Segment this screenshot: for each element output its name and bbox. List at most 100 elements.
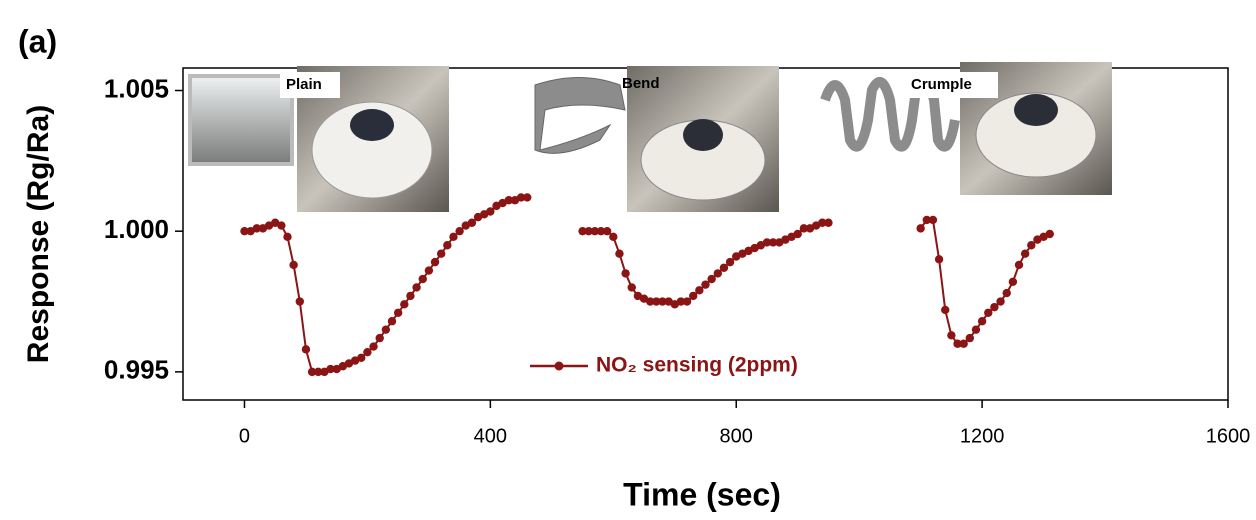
data-point bbox=[412, 283, 421, 292]
data-point bbox=[277, 221, 286, 230]
data-point bbox=[240, 226, 249, 236]
series-line bbox=[244, 196, 1051, 373]
data-point bbox=[719, 263, 729, 272]
data-point bbox=[762, 238, 772, 247]
data-point bbox=[953, 339, 962, 348]
data-point bbox=[307, 367, 317, 377]
data-point bbox=[443, 241, 452, 250]
annotation: Plain bbox=[286, 76, 322, 93]
legend-marker bbox=[554, 361, 564, 371]
data-point bbox=[965, 333, 975, 343]
inset-plain bbox=[188, 66, 449, 212]
data-point bbox=[455, 226, 464, 236]
y-tick-label: 1.000 bbox=[104, 214, 169, 244]
data-point bbox=[818, 218, 827, 227]
data-point bbox=[418, 274, 427, 284]
data-point bbox=[609, 232, 618, 242]
label-bg bbox=[906, 72, 998, 98]
data-point bbox=[990, 302, 999, 312]
data-point bbox=[314, 367, 323, 377]
data-point bbox=[400, 300, 409, 309]
data-point bbox=[289, 260, 298, 270]
data-point bbox=[301, 345, 311, 354]
data-point bbox=[947, 331, 956, 340]
legend-label: NO₂ sensing (2ppm) bbox=[596, 354, 798, 377]
x-tick-label: 0 bbox=[239, 425, 250, 447]
data-point bbox=[701, 280, 710, 289]
panel-label: (a) bbox=[18, 23, 57, 59]
data-point bbox=[596, 226, 606, 236]
x-tick-label: 400 bbox=[474, 425, 507, 447]
data-point bbox=[959, 339, 968, 348]
data-point bbox=[1008, 277, 1018, 287]
data-point bbox=[695, 286, 704, 295]
annotation: Bend bbox=[622, 75, 660, 92]
y-tick-label: 1.005 bbox=[104, 73, 169, 103]
x-axis-title: Time (sec) bbox=[623, 476, 781, 512]
y-axis-title: Response (Rg/Ra) bbox=[22, 105, 55, 363]
data-point bbox=[707, 274, 716, 284]
data-point bbox=[363, 347, 372, 357]
data-point bbox=[357, 353, 366, 362]
data-point bbox=[430, 257, 440, 267]
data-point bbox=[984, 308, 993, 317]
data-point bbox=[283, 232, 292, 242]
data-point bbox=[449, 232, 458, 242]
data-point bbox=[689, 291, 698, 301]
data-point bbox=[977, 317, 987, 326]
data-point bbox=[928, 215, 938, 225]
data-point bbox=[1020, 249, 1030, 258]
data-point bbox=[393, 308, 403, 317]
data-point bbox=[996, 297, 1005, 306]
data-point bbox=[578, 226, 587, 236]
data-point bbox=[916, 224, 925, 233]
data-point bbox=[523, 193, 532, 202]
data-point bbox=[922, 215, 931, 225]
x-tick-label: 800 bbox=[720, 425, 753, 447]
data-point bbox=[584, 226, 593, 236]
data-point bbox=[713, 269, 722, 278]
data-point bbox=[486, 207, 495, 216]
data-point bbox=[424, 266, 434, 275]
data-point bbox=[326, 364, 335, 374]
y-tick-label: 0.995 bbox=[104, 355, 169, 385]
data-point bbox=[375, 333, 384, 343]
data-point bbox=[295, 297, 304, 306]
data-point bbox=[436, 249, 446, 258]
inset-bend bbox=[534, 66, 779, 212]
data-point bbox=[971, 325, 981, 334]
data-point bbox=[504, 196, 513, 205]
data-point bbox=[615, 249, 624, 258]
data-point bbox=[725, 257, 735, 267]
data-point bbox=[824, 218, 833, 227]
data-point bbox=[1002, 288, 1011, 298]
annotation: Crumple bbox=[911, 76, 972, 93]
data-point bbox=[1045, 229, 1054, 239]
data-point bbox=[652, 297, 661, 306]
data-point bbox=[627, 283, 636, 292]
data-point bbox=[406, 291, 415, 301]
data-point bbox=[682, 297, 692, 306]
data-point bbox=[768, 238, 778, 247]
data-point bbox=[516, 193, 526, 202]
data-point bbox=[645, 297, 655, 306]
data-point bbox=[602, 226, 612, 236]
data-point bbox=[793, 229, 802, 239]
data-point bbox=[934, 255, 944, 264]
data-point bbox=[467, 218, 477, 227]
data-point bbox=[1027, 241, 1036, 250]
data-point bbox=[252, 224, 261, 233]
data-point bbox=[941, 305, 950, 315]
x-tick-label: 1200 bbox=[960, 425, 1005, 447]
data-point bbox=[621, 269, 630, 278]
data-point bbox=[381, 325, 391, 334]
data-point bbox=[369, 342, 378, 351]
data-point bbox=[799, 224, 809, 233]
data-point bbox=[387, 317, 397, 326]
data-point bbox=[658, 297, 667, 306]
data-point bbox=[1014, 260, 1024, 270]
label-bg bbox=[280, 72, 340, 98]
x-tick-label: 1600 bbox=[1206, 425, 1251, 447]
data-point bbox=[676, 297, 686, 306]
